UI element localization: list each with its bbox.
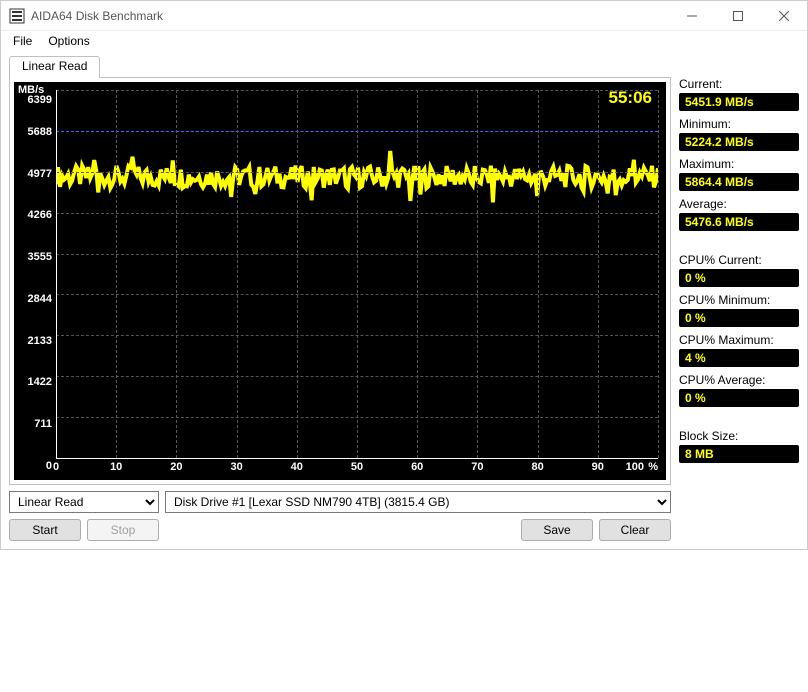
tab-strip: Linear Read bbox=[9, 55, 671, 77]
stat-current-label: Current: bbox=[679, 77, 799, 91]
elapsed-timer: 55:06 bbox=[609, 88, 652, 108]
menu-options[interactable]: Options bbox=[42, 32, 95, 50]
x-tick-label: 70 bbox=[471, 461, 483, 473]
clear-button[interactable]: Clear bbox=[599, 519, 671, 541]
stat-block-size: Block Size: 8 MB bbox=[679, 429, 799, 463]
stat-maximum-value: 5864.4 MB/s bbox=[679, 173, 799, 191]
close-button[interactable] bbox=[761, 1, 807, 31]
stat-minimum-value: 5224.2 MB/s bbox=[679, 133, 799, 151]
mode-select[interactable]: Linear Read bbox=[9, 491, 159, 513]
y-tick-label: 4266 bbox=[14, 209, 52, 221]
minimize-button[interactable] bbox=[669, 1, 715, 31]
y-tick-label: 711 bbox=[14, 418, 52, 430]
y-tick-label: 0 bbox=[14, 460, 52, 472]
chart-frame: MB/s 63995688497742663555284421331422711… bbox=[9, 77, 671, 485]
stat-average: Average: 5476.6 MB/s bbox=[679, 197, 799, 231]
stat-current-value: 5451.9 MB/s bbox=[679, 93, 799, 111]
content: Linear Read MB/s 63995688497742663555284… bbox=[1, 51, 807, 549]
stat-minimum: Minimum: 5224.2 MB/s bbox=[679, 117, 799, 151]
window-controls bbox=[669, 1, 807, 31]
stat-cpu-maximum-label: CPU% Maximum: bbox=[679, 333, 799, 347]
stat-minimum-label: Minimum: bbox=[679, 117, 799, 131]
drive-select[interactable]: Disk Drive #1 [Lexar SSD NM790 4TB] (381… bbox=[165, 491, 671, 513]
stat-cpu-minimum: CPU% Minimum: 0 % bbox=[679, 293, 799, 327]
y-tick-label: 2133 bbox=[14, 335, 52, 347]
stat-block-size-label: Block Size: bbox=[679, 429, 799, 443]
x-tick-label: 50 bbox=[351, 461, 363, 473]
stat-cpu-average: CPU% Average: 0 % bbox=[679, 373, 799, 407]
x-tick-label: 40 bbox=[291, 461, 303, 473]
x-tick-label: 10 bbox=[110, 461, 122, 473]
x-tick-label: 100 bbox=[626, 461, 644, 473]
select-row: Linear Read Disk Drive #1 [Lexar SSD NM7… bbox=[9, 491, 671, 513]
stat-cpu-maximum: CPU% Maximum: 4 % bbox=[679, 333, 799, 367]
stop-button[interactable]: Stop bbox=[87, 519, 159, 541]
x-axis: % 0 10 20 30 40 50 60 70 80 90 100 bbox=[56, 458, 658, 480]
start-button[interactable]: Start bbox=[9, 519, 81, 541]
maximize-button[interactable] bbox=[715, 1, 761, 31]
y-tick-label: 6399 bbox=[14, 94, 52, 106]
window-title: AIDA64 Disk Benchmark bbox=[31, 9, 163, 23]
menu-file[interactable]: File bbox=[7, 32, 38, 50]
x-tick-label: 60 bbox=[411, 461, 423, 473]
titlebar: AIDA64 Disk Benchmark bbox=[1, 1, 807, 31]
x-tick-label: 20 bbox=[170, 461, 182, 473]
y-tick-label: 4977 bbox=[14, 168, 52, 180]
stats-pane: Current: 5451.9 MB/s Minimum: 5224.2 MB/… bbox=[679, 55, 799, 541]
stat-cpu-average-label: CPU% Average: bbox=[679, 373, 799, 387]
stat-cpu-current-label: CPU% Current: bbox=[679, 253, 799, 267]
stat-cpu-current-value: 0 % bbox=[679, 269, 799, 287]
y-tick-label: 5688 bbox=[14, 126, 52, 138]
stat-cpu-average-value: 0 % bbox=[679, 389, 799, 407]
menubar: File Options bbox=[1, 31, 807, 51]
y-tick-label: 1422 bbox=[14, 376, 52, 388]
stat-average-value: 5476.6 MB/s bbox=[679, 213, 799, 231]
stat-maximum-label: Maximum: bbox=[679, 157, 799, 171]
stat-block-size-value: 8 MB bbox=[679, 445, 799, 463]
stat-maximum: Maximum: 5864.4 MB/s bbox=[679, 157, 799, 191]
x-tick-label: 0 bbox=[53, 461, 59, 473]
x-tick-label: 80 bbox=[531, 461, 543, 473]
tab-linear-read[interactable]: Linear Read bbox=[9, 56, 100, 78]
x-tick-label: 30 bbox=[230, 461, 242, 473]
save-button[interactable]: Save bbox=[521, 519, 593, 541]
stat-cpu-minimum-label: CPU% Minimum: bbox=[679, 293, 799, 307]
plot-area bbox=[56, 90, 658, 458]
app-icon bbox=[9, 8, 25, 24]
stat-cpu-minimum-value: 0 % bbox=[679, 309, 799, 327]
y-tick-label: 2844 bbox=[14, 293, 52, 305]
x-tick-label: 90 bbox=[592, 461, 604, 473]
chart: MB/s 63995688497742663555284421331422711… bbox=[14, 82, 666, 480]
button-row: Start Stop Save Clear bbox=[9, 519, 671, 541]
left-pane: Linear Read MB/s 63995688497742663555284… bbox=[9, 55, 671, 541]
stat-cpu-maximum-value: 4 % bbox=[679, 349, 799, 367]
stat-current: Current: 5451.9 MB/s bbox=[679, 77, 799, 111]
stat-average-label: Average: bbox=[679, 197, 799, 211]
y-axis: 639956884977426635552844213314227110 bbox=[14, 82, 56, 458]
stat-cpu-current: CPU% Current: 0 % bbox=[679, 253, 799, 287]
y-tick-label: 3555 bbox=[14, 251, 52, 263]
x-axis-unit: % bbox=[648, 461, 658, 473]
